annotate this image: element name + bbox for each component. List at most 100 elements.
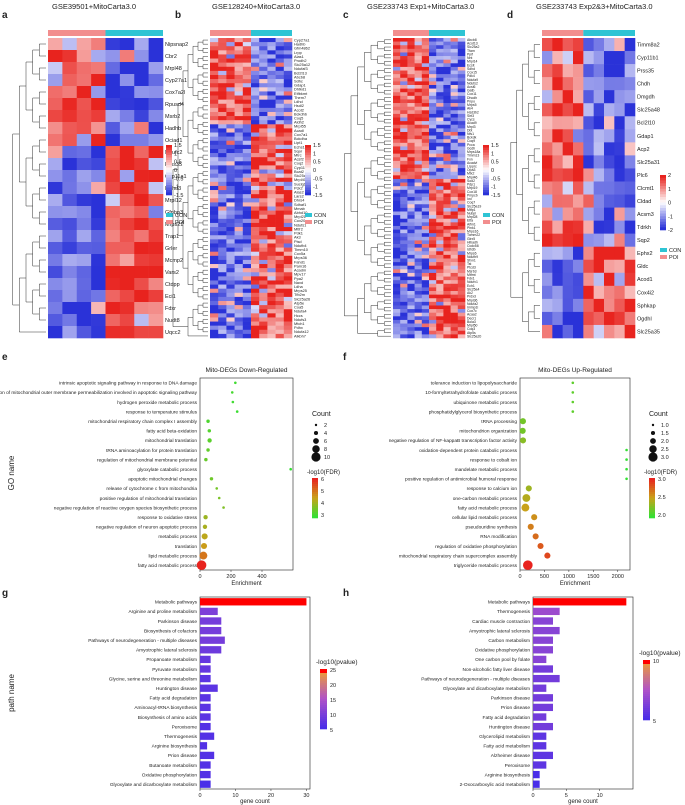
heatmap-cell (414, 193, 423, 198)
heatmap-cell (283, 128, 293, 133)
color-legend-swatch (643, 712, 650, 715)
heatmap-cell (436, 312, 444, 317)
pathway-label: Butanoate metabolism (149, 763, 197, 769)
heatmap-cell (393, 110, 401, 115)
heatmap-cell (414, 157, 423, 162)
heatmap-cell (259, 214, 268, 220)
heatmap-cell (457, 294, 466, 299)
dendrogram-branch (202, 237, 208, 242)
heatmap-cell (457, 150, 466, 154)
heatmap-cell (443, 110, 451, 115)
heatmap-cell (210, 95, 219, 100)
heatmap-cell (407, 113, 415, 118)
heatmap-cell (283, 83, 293, 88)
heatmap-cell (393, 99, 401, 104)
heatmap-cell (275, 288, 285, 294)
heatmap-cell (400, 160, 408, 165)
heatmap-cell (242, 206, 252, 211)
heatmap-cell (443, 225, 451, 230)
heatmap-cell (400, 269, 408, 274)
dendrogram-branch (357, 66, 365, 125)
heatmap-cell (267, 148, 276, 154)
heatmap-cell (450, 103, 459, 107)
heatmap-cell (457, 193, 466, 198)
heatmap-cell (119, 290, 135, 303)
heatmap-cell (393, 247, 401, 252)
heatmap-cell (604, 168, 615, 182)
dendrogram-branch (384, 68, 391, 73)
heatmap-cell (259, 284, 268, 289)
color-legend-swatch (643, 664, 650, 667)
color-legend-swatch (649, 500, 655, 503)
color-legend-swatch (320, 687, 327, 690)
pathway-label: Prion disease (501, 705, 530, 711)
dendrogram-branch (25, 157, 33, 207)
heatmap-cell (614, 51, 625, 65)
heatmap-cell (210, 177, 219, 183)
dendrogram-branch (197, 173, 203, 183)
heatmap-cell (242, 231, 252, 236)
color-legend-swatch (320, 679, 327, 682)
heatmap-cell (267, 264, 276, 269)
heatmap-cell (414, 117, 423, 122)
gene-label: Bcl2l10 (637, 121, 655, 127)
dendrogram-branch (202, 261, 208, 267)
heatmap-cell (393, 103, 401, 107)
heatmap-cell (234, 301, 244, 306)
heatmap-cell (457, 222, 466, 227)
heatmap-cell (275, 116, 285, 121)
heatmap-cell (421, 121, 430, 126)
heatmap-cell (614, 207, 625, 221)
gene-label: Acod1 (637, 277, 653, 283)
color-legend-swatch (312, 504, 318, 507)
gene-label: Cyp11b1 (294, 165, 309, 170)
heatmap-cell (134, 230, 149, 243)
heatmap-cell (105, 326, 121, 339)
heatmap-cell (542, 142, 553, 156)
heatmap-cell (624, 233, 636, 247)
heatmap-cell (275, 231, 285, 236)
heatmap-cell (48, 194, 63, 207)
heatmap-cell (393, 128, 401, 133)
heatmap-cell (242, 161, 252, 166)
dendrogram-branch (377, 70, 385, 79)
heatmap-cell (251, 120, 260, 125)
heatmap-cell (552, 324, 563, 339)
heatmap-cell (429, 291, 437, 295)
heatmap-cell (429, 204, 437, 209)
heatmap-cell (275, 62, 285, 68)
heatmap-cell (443, 171, 451, 176)
heatmap-cell (267, 190, 276, 195)
heatmap-cell (242, 99, 252, 105)
heatmap-cell (457, 182, 466, 187)
heatmap-cell (443, 77, 451, 82)
heatmap-cell (414, 334, 423, 339)
heatmap-cell (105, 254, 121, 267)
dendrogram-branch (197, 124, 203, 133)
heatmap-cell (134, 110, 149, 123)
heatmap-cell (148, 218, 164, 231)
scale-swatch (305, 152, 311, 156)
heatmap-cell (226, 70, 235, 76)
heatmap-cell (251, 276, 260, 281)
heatmap-cell (450, 117, 459, 122)
heatmap-cell (259, 153, 268, 158)
heatmap-cell (429, 207, 437, 212)
heatmap-cell (134, 242, 149, 255)
heatmap-cell (267, 243, 276, 248)
heatmap-cell (400, 327, 408, 332)
heatmap-cell (429, 150, 437, 154)
scale-swatch (483, 165, 489, 168)
heatmap-cell (91, 122, 106, 135)
heatmap-cell (76, 62, 92, 75)
heatmap-cell (407, 189, 415, 194)
heatmap-cell (443, 301, 451, 306)
heatmap-cell (573, 38, 584, 52)
gene-label: Pisd (294, 239, 302, 244)
heatmap-cell (242, 272, 252, 277)
heatmap-cell (542, 259, 553, 274)
heatmap-cell (400, 110, 408, 115)
